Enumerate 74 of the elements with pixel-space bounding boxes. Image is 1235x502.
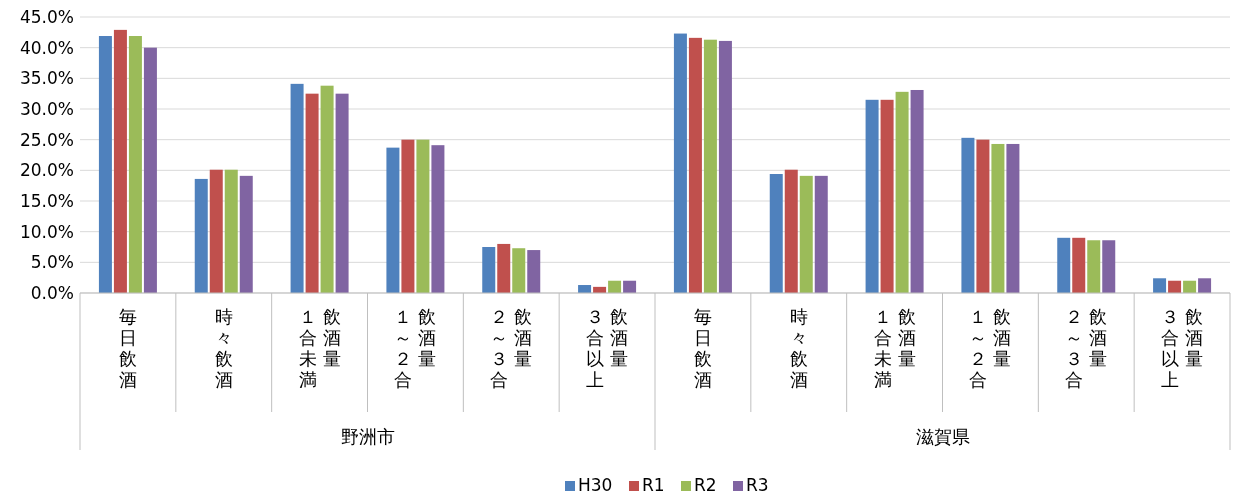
bar <box>976 139 990 293</box>
bar <box>113 29 127 293</box>
bar <box>1198 278 1212 293</box>
bar <box>290 83 304 293</box>
category-label: １合未満飲酒量 <box>873 306 916 390</box>
category-label: １～２合飲酒量 <box>969 306 1012 390</box>
y-tick-label: 5.0% <box>30 252 74 273</box>
bar <box>128 36 142 293</box>
y-tick-label: 45.0% <box>19 7 74 27</box>
bar <box>1168 280 1182 293</box>
category-label: １～２合飲酒量 <box>394 306 437 390</box>
bar <box>386 147 400 293</box>
bar <box>209 169 223 293</box>
category-label: １合未満飲酒量 <box>298 306 341 390</box>
y-tick-label: 20.0% <box>19 160 74 181</box>
bar <box>1102 240 1116 293</box>
bar <box>814 175 828 293</box>
category-label: ２～３合飲酒量 <box>490 306 533 390</box>
bar <box>1087 240 1101 293</box>
bar <box>784 169 798 293</box>
bar <box>416 139 430 293</box>
y-tick-label: 35.0% <box>19 68 74 89</box>
legend-label: R3 <box>746 475 769 495</box>
bar <box>305 93 319 293</box>
bar <box>1006 143 1020 293</box>
x-tick-label: 毎日飲酒 <box>118 306 137 390</box>
bar <box>143 47 157 293</box>
bar <box>1153 278 1167 293</box>
y-tick-label: 0.0% <box>30 283 74 303</box>
bar <box>961 137 975 293</box>
bar <box>1057 237 1071 293</box>
bar <box>718 40 732 293</box>
bar <box>991 143 1005 293</box>
category-label: ２～３合飲酒量 <box>1065 306 1108 390</box>
bar <box>769 174 783 293</box>
x-tick-label: 時々飲酒 <box>789 306 808 390</box>
bar <box>527 250 541 293</box>
bar <box>239 175 253 293</box>
bar <box>1072 237 1086 293</box>
bar <box>482 247 496 293</box>
legend-label: R1 <box>642 475 665 495</box>
bar <box>608 280 622 293</box>
bar <box>880 99 894 293</box>
bar <box>224 169 238 293</box>
bar <box>431 145 445 293</box>
bar <box>623 280 637 293</box>
x-tick-label: 時々飲酒 <box>214 306 233 390</box>
legend-label: H30 <box>578 475 613 495</box>
category-label: ３合以上飲酒量 <box>1161 306 1204 390</box>
y-tick-label: 10.0% <box>19 221 74 242</box>
bar <box>497 243 511 293</box>
bar <box>320 85 334 293</box>
y-tick-label: 40.0% <box>19 37 74 58</box>
bar <box>895 91 909 293</box>
bar <box>865 99 879 293</box>
legend-label: R2 <box>694 475 717 495</box>
category-label: ３合以上飲酒量 <box>586 306 629 390</box>
bar <box>512 248 526 293</box>
bar <box>194 178 208 293</box>
bar <box>401 139 415 293</box>
y-tick-label: 30.0% <box>19 99 74 119</box>
bar <box>910 89 924 293</box>
y-tick-label: 15.0% <box>19 191 74 211</box>
bar <box>688 37 702 293</box>
bar <box>673 33 687 293</box>
y-tick-label: 25.0% <box>19 129 74 150</box>
bar <box>1183 280 1197 293</box>
text: 滋賀県 <box>915 426 970 447</box>
bar <box>98 36 112 293</box>
bar <box>335 93 349 293</box>
bar <box>799 175 813 293</box>
x-tick-label: 毎日飲酒 <box>693 306 712 390</box>
text: 野洲市 <box>340 426 395 447</box>
bar <box>703 39 717 293</box>
